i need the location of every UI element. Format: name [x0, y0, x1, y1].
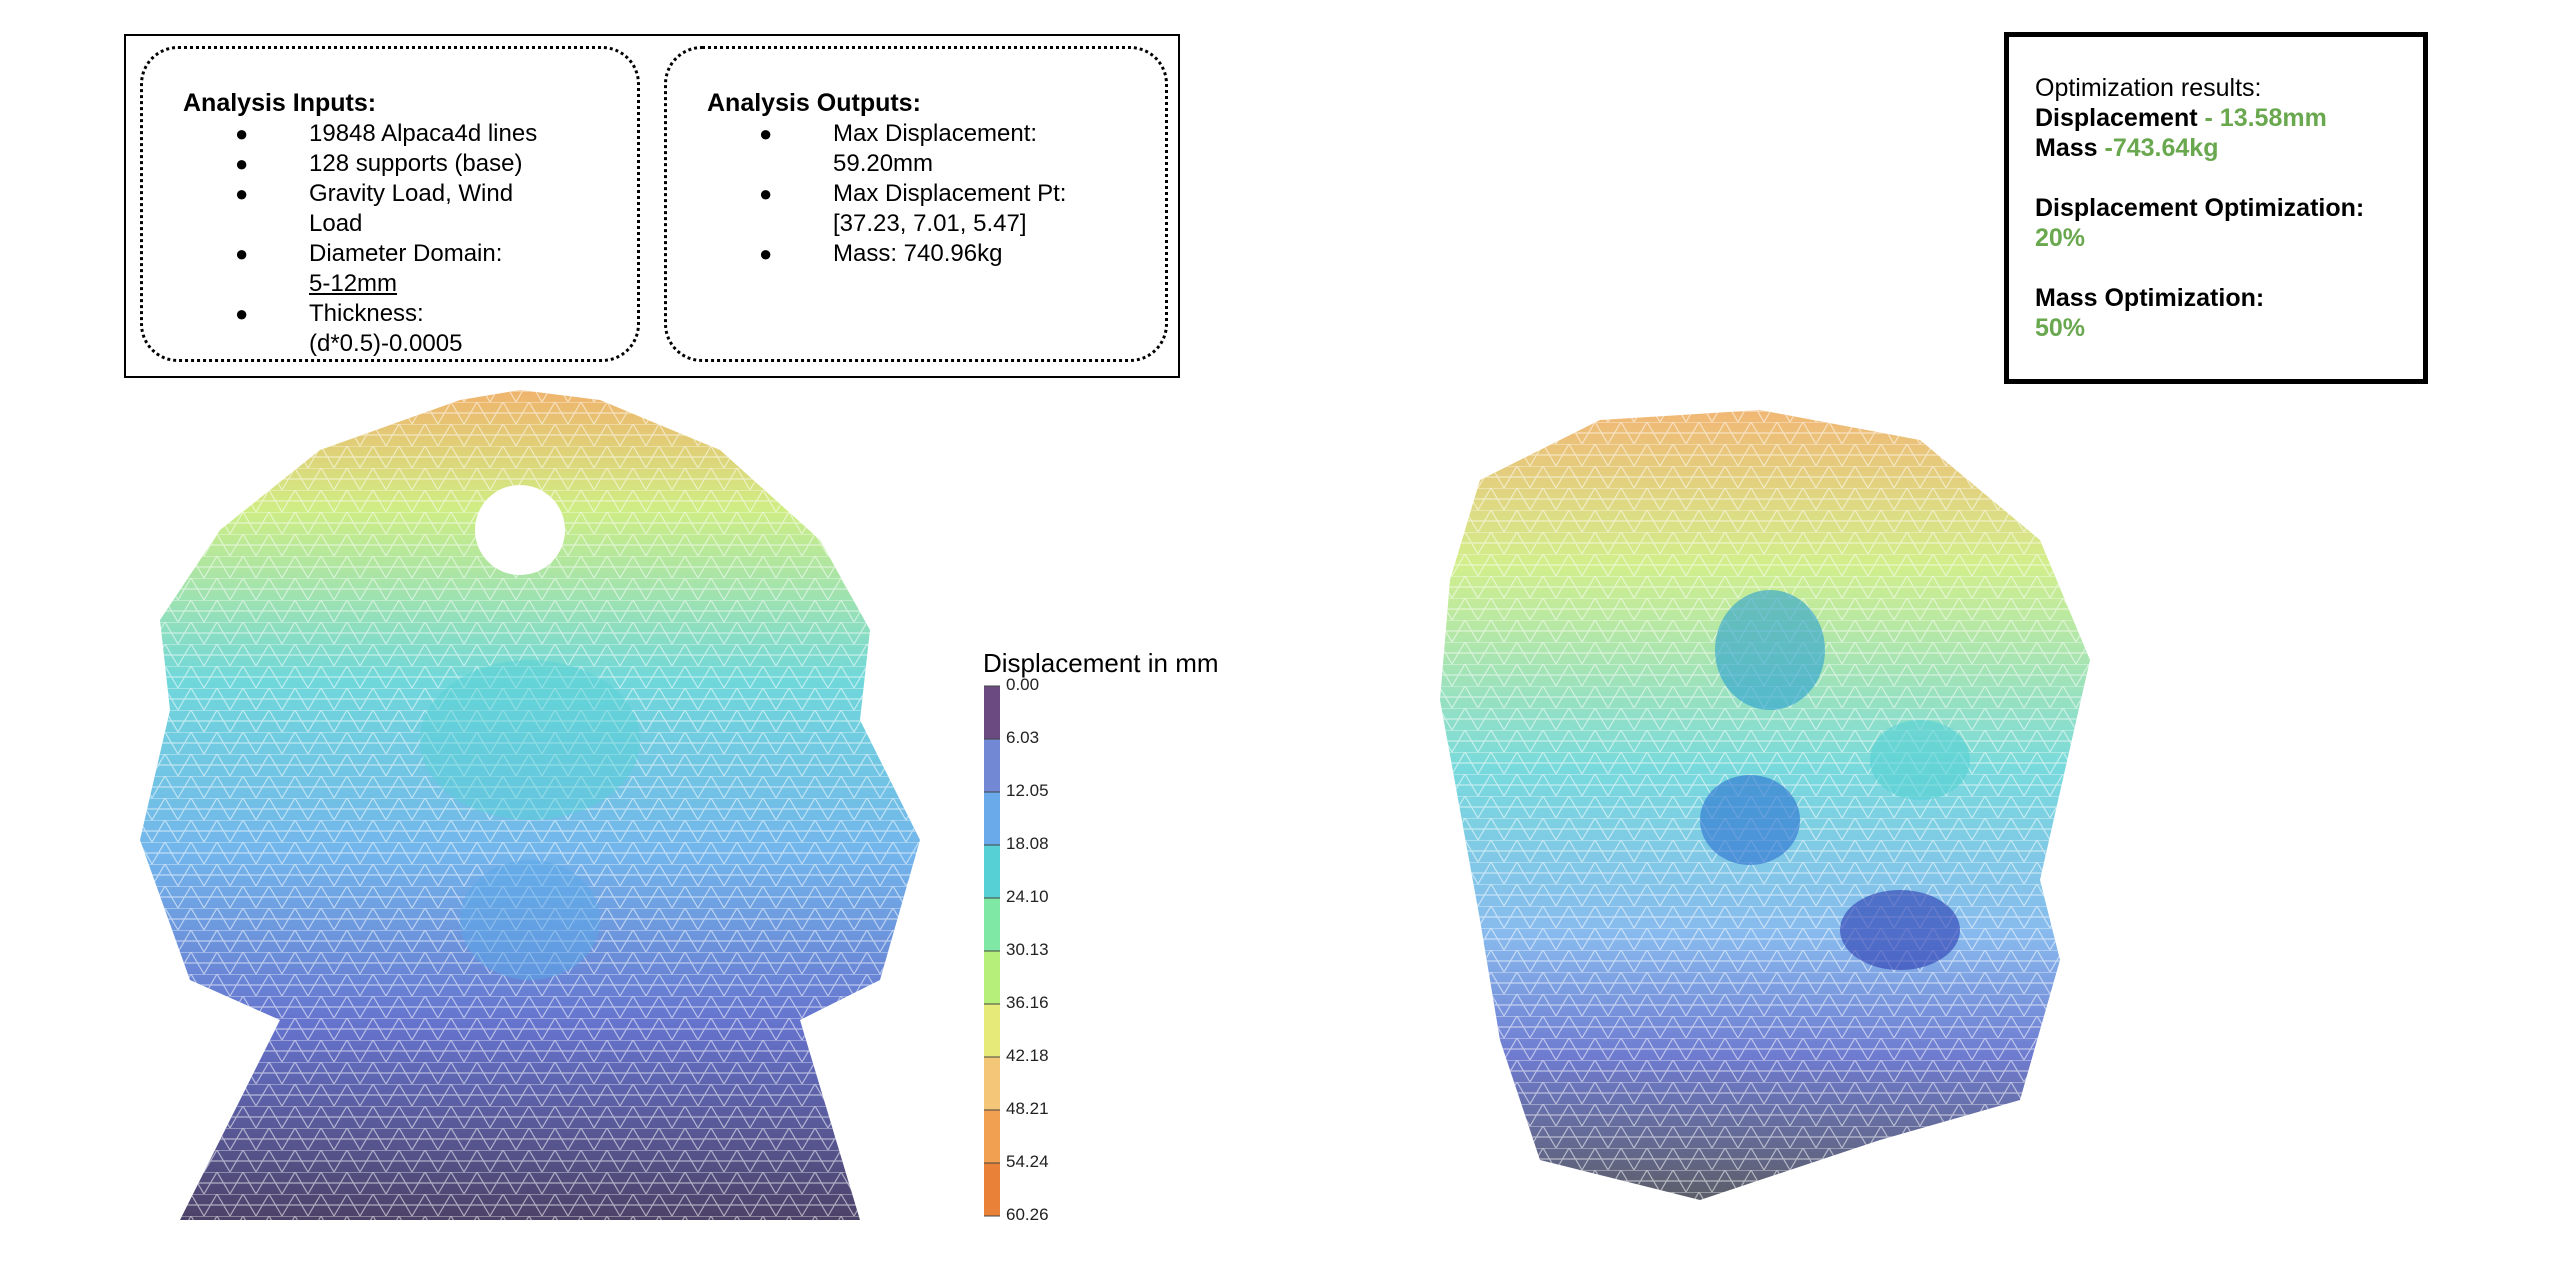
legend-color-segment [984, 792, 1000, 845]
results-heading: Optimization results: [2035, 74, 2262, 102]
legend-color-segment [984, 1004, 1000, 1057]
list-item: ● Gravity Load, Wind Load [183, 179, 559, 239]
mass-optimization-value: 50% [2035, 314, 2086, 342]
perspective-mesh-hole-middle [1700, 775, 1800, 865]
diameter-value: 5-12mm [309, 270, 398, 297]
legend-title: Displacement in mm [983, 648, 1219, 678]
legend-color-segment [984, 898, 1000, 951]
list-item: ● Thickness: (d*0.5)-0.0005 [183, 299, 559, 359]
analysis-outputs-panel: Analysis Outputs: ● Max Displacement: 59.… [664, 46, 1168, 362]
legend-tick-label: 24.10 [1006, 887, 1049, 906]
output-item-text: Mass: 740.96kg [833, 240, 1003, 267]
input-item-text: 19848 Alpaca4d lines [309, 120, 538, 147]
legend-color-segment [984, 686, 1000, 739]
optimization-results-content: Optimization results: Displacement - 13.… [2035, 73, 2364, 343]
displacement-result: Displacement - 13.58mm [2035, 103, 2364, 133]
displacement-optimization-label: Displacement Optimization: [2035, 194, 2365, 222]
diameter-label: Diameter Domain: [309, 240, 503, 267]
bullet-icon: ● [235, 181, 249, 206]
legend-color-segment [984, 1110, 1000, 1163]
input-item-text: Gravity Load, Wind Load [309, 180, 514, 237]
analysis-inputs-list: ● 19848 Alpaca4d lines ● 128 supports (bas… [183, 119, 559, 359]
perspective-mesh-hole-right [1870, 720, 1970, 800]
legend-tick-label: 18.08 [1006, 834, 1049, 853]
perspective-mesh-hole-lower [1840, 890, 1960, 970]
output-item-text: Max Displacement: 59.20mm [833, 120, 1038, 177]
lattice-mesh-perspective-view [1440, 410, 2090, 1200]
analysis-outputs-title: Analysis Outputs: [707, 89, 921, 117]
legend-tick-label: 48.21 [1006, 1099, 1049, 1118]
analysis-summary-box: Analysis Inputs: ● 19848 Alpaca4d lines ●… [124, 34, 1180, 378]
lattice-mesh-front-view [140, 390, 920, 1220]
list-item: ● Diameter Domain: 5-12mm [183, 239, 559, 299]
mass-label: Mass [2035, 134, 2098, 162]
input-item-text: Diameter Domain: 5-12mm [309, 239, 559, 299]
legend-tick-label: 0.00 [1006, 678, 1039, 694]
list-item: ● Max Displacement: 59.20mm [707, 119, 1123, 179]
legend-color-segment [984, 1057, 1000, 1110]
list-item: ● Max Displacement Pt: [37.23, 7.01, 5.47… [707, 179, 1123, 239]
mass-result: Mass -743.64kg [2035, 133, 2364, 163]
analysis-outputs-list: ● Max Displacement: 59.20mm ● Max Displace… [707, 119, 1123, 269]
analysis-inputs-title: Analysis Inputs: [183, 89, 377, 117]
displacement-label: Displacement [2035, 104, 2198, 132]
input-item-text: 128 supports (base) [309, 150, 523, 177]
bullet-icon: ● [759, 241, 773, 266]
analysis-inputs-panel: Analysis Inputs: ● 19848 Alpaca4d lines ●… [140, 46, 640, 362]
legend-colorbar: 0.00 6.03 12.05 18.08 24.10 30.13 36.16 42.18 48… [984, 678, 1049, 1224]
legend-tick-label: 6.03 [1006, 728, 1039, 747]
bullet-icon: ● [235, 301, 249, 326]
bullet-icon: ● [235, 241, 249, 266]
legend-color-segment [984, 845, 1000, 898]
displacement-value: - 13.58mm [2204, 104, 2327, 132]
list-item: ● 128 supports (base) [183, 149, 559, 179]
displacement-optimization-value: 20% [2035, 224, 2086, 252]
legend-tick-label: 36.16 [1006, 993, 1049, 1012]
output-item-text: Max Displacement Pt: [37.23, 7.01, 5.47] [833, 180, 1067, 237]
front-mesh-opening [475, 485, 565, 575]
legend-color-segment [984, 951, 1000, 1004]
perspective-mesh-hole-top [1715, 590, 1825, 710]
legend-tick-label: 12.05 [1006, 781, 1049, 800]
list-item: ● 19848 Alpaca4d lines [183, 119, 559, 149]
legend-tick-label: 42.18 [1006, 1046, 1049, 1065]
list-item: ● Mass: 740.96kg [707, 239, 1123, 269]
legend-tick-label: 54.24 [1006, 1152, 1049, 1171]
front-mesh-lower-ring [460, 860, 600, 980]
mass-value: -743.64kg [2104, 134, 2219, 162]
displacement-legend: Displacement in mm 0.00 6.03 12.05 18.08 24.… [980, 648, 1240, 1238]
input-item-text: Thickness: (d*0.5)-0.0005 [309, 300, 463, 357]
mass-optimization-label: Mass Optimization: [2035, 284, 2265, 312]
legend-tick-label: 30.13 [1006, 940, 1049, 959]
legend-color-segment [984, 1163, 1000, 1216]
bullet-icon: ● [759, 121, 773, 146]
optimization-results-box: Optimization results: Displacement - 13.… [2004, 32, 2428, 384]
front-mesh-ring [420, 660, 640, 820]
bullet-icon: ● [235, 151, 249, 176]
legend-color-segment [984, 739, 1000, 792]
bullet-icon: ● [759, 181, 773, 206]
bullet-icon: ● [235, 121, 249, 146]
legend-tick-label: 60.26 [1006, 1205, 1049, 1224]
